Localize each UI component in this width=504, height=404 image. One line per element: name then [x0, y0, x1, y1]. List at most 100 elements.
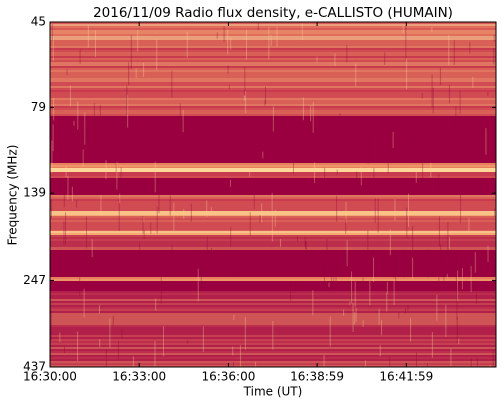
streak — [171, 245, 173, 266]
streak — [211, 263, 213, 270]
streak — [105, 160, 107, 180]
x-tick-label: 16:36:00 — [201, 370, 255, 384]
band-row — [50, 307, 496, 309]
band-row — [50, 76, 496, 78]
band-row — [50, 361, 496, 363]
streak — [448, 237, 450, 249]
band-row — [50, 34, 496, 36]
streak — [427, 249, 429, 278]
streak — [389, 356, 391, 367]
streak — [183, 208, 185, 219]
y-tick-label: 437 — [23, 360, 46, 374]
band — [50, 178, 496, 195]
streak — [379, 345, 381, 357]
band-row — [50, 32, 496, 34]
streak — [431, 26, 433, 33]
streak — [71, 186, 73, 202]
streak — [239, 345, 241, 367]
streak — [213, 134, 215, 145]
streak — [445, 304, 447, 337]
streak — [227, 65, 229, 74]
streak — [415, 167, 417, 183]
streak — [364, 360, 366, 367]
x-tick-label: 16:33:00 — [112, 370, 166, 384]
streak — [142, 216, 144, 234]
band-row — [50, 211, 496, 213]
streak — [244, 66, 246, 96]
streak — [274, 209, 276, 227]
streak — [339, 113, 341, 120]
band-row — [50, 349, 496, 351]
streak — [494, 208, 496, 217]
streak — [354, 281, 356, 308]
band-row — [50, 66, 496, 68]
band-row — [50, 291, 496, 293]
streak — [93, 103, 95, 127]
streak — [316, 56, 318, 62]
streak — [410, 317, 412, 342]
streak — [345, 201, 347, 223]
streak — [79, 49, 81, 64]
streak — [412, 226, 414, 253]
streak — [99, 305, 101, 314]
streak — [407, 193, 409, 227]
streak — [156, 38, 158, 71]
band-row — [50, 231, 496, 233]
band-row — [50, 309, 496, 311]
streak — [63, 221, 65, 246]
streak — [474, 252, 476, 273]
streak — [392, 131, 394, 148]
streak — [227, 29, 229, 55]
streak — [245, 29, 247, 60]
band-row — [50, 228, 496, 230]
streak — [351, 271, 353, 304]
streak — [232, 346, 234, 356]
band-row — [50, 165, 496, 167]
streak — [492, 351, 494, 367]
streak — [223, 26, 225, 43]
band-row — [50, 339, 496, 341]
streak — [438, 264, 440, 291]
streak — [398, 311, 400, 319]
band-row — [50, 70, 496, 72]
streak — [485, 128, 487, 155]
streak — [412, 257, 414, 280]
streak — [150, 222, 152, 235]
streak — [343, 309, 345, 316]
streak — [405, 26, 407, 60]
streak — [387, 147, 389, 174]
band — [50, 250, 496, 277]
band-row — [50, 90, 496, 92]
streak — [264, 100, 266, 106]
streak — [296, 235, 298, 242]
streak — [302, 256, 304, 269]
streak — [456, 316, 458, 343]
streak — [130, 117, 132, 139]
streak — [372, 257, 374, 283]
streak — [373, 167, 375, 178]
streak — [128, 62, 130, 86]
band-row — [50, 22, 496, 24]
streak — [210, 207, 212, 212]
streak — [330, 266, 332, 292]
streak — [99, 104, 101, 129]
band-row — [50, 102, 496, 104]
streak — [158, 179, 160, 214]
streak — [455, 256, 457, 290]
streak — [476, 358, 478, 367]
y-tick-label: 45 — [31, 15, 46, 29]
streak — [301, 23, 303, 41]
streak — [154, 161, 156, 193]
band-row — [50, 42, 496, 44]
band-row — [50, 315, 496, 317]
y-tick-label: 139 — [23, 186, 46, 200]
streak — [182, 109, 184, 133]
streak — [66, 68, 68, 76]
band-row — [50, 337, 496, 339]
streak — [453, 40, 455, 65]
streak — [119, 193, 121, 204]
band-row — [50, 247, 496, 249]
band-row — [50, 345, 496, 347]
streak — [393, 255, 395, 279]
streak — [262, 151, 264, 159]
